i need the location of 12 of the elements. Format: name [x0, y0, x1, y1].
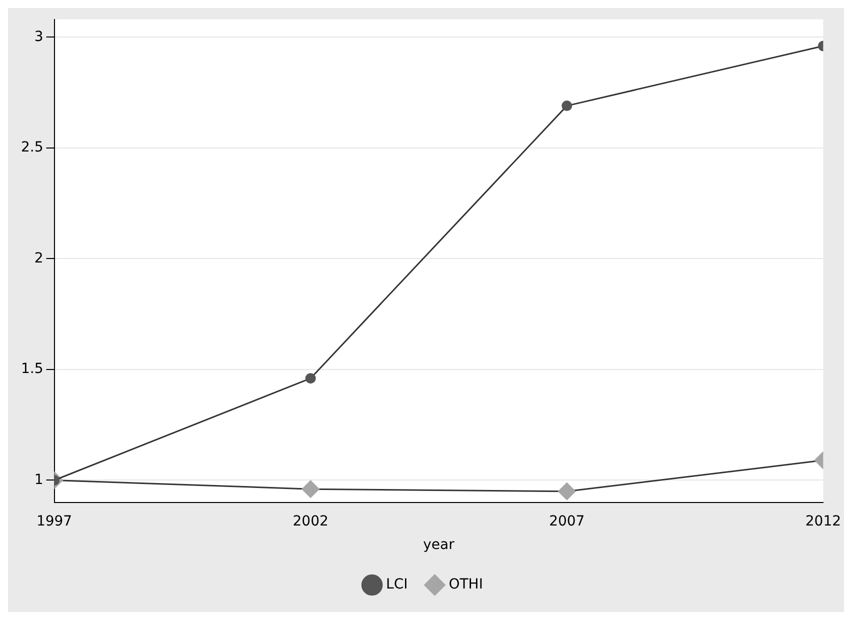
- legend-label: OTHI: [448, 576, 483, 593]
- y-tick-label: 2: [34, 250, 44, 266]
- y-tick-label: 2.5: [21, 140, 44, 156]
- x-tick-label: 2012: [805, 513, 842, 530]
- x-tick-label: 2002: [292, 513, 328, 530]
- legend-label: LCI: [386, 576, 408, 593]
- y-tick-label: 1.5: [21, 361, 44, 378]
- y-tick-label: 3: [34, 28, 44, 45]
- x-axis-title: year: [423, 537, 455, 554]
- x-tick-label: 2007: [549, 513, 585, 530]
- x-tick-label: 1997: [36, 513, 72, 530]
- y-tick-label: 1: [34, 472, 44, 488]
